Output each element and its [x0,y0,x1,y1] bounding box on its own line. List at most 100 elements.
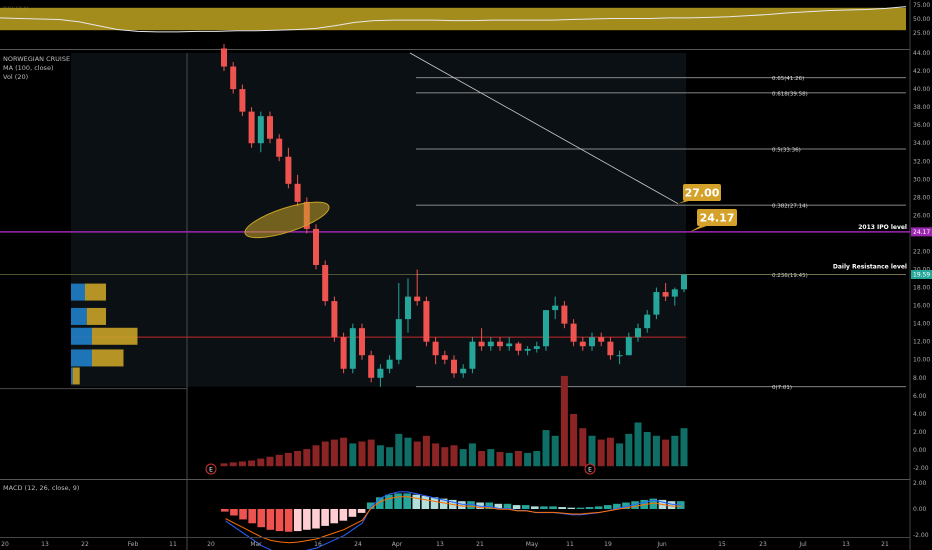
candle-body [368,355,375,378]
earnings-marker [584,463,596,475]
ipo-level-label: 2013 IPO level [858,224,907,231]
macd-histogram-bar [421,496,430,509]
candle-body [267,116,273,139]
macd-histogram-bar [549,506,557,509]
volume-bar [662,439,670,467]
candle-body [230,66,237,90]
candle-body [248,111,255,144]
price-tick-label: 40.00 [913,86,930,93]
volume-bar [275,454,283,467]
fib-label: 0.5(33.36) [772,147,801,153]
macd-histogram-bar [613,503,621,509]
time-axis-label: Jun [656,541,667,548]
candle-body [386,359,393,369]
macd-histogram-bar [585,507,594,509]
macd-histogram-bar [676,501,685,509]
candle-body [423,301,430,342]
volume-bar [294,450,302,467]
candle-body [616,355,623,357]
price-tick-label: 6.00 [913,393,927,400]
trend-line [409,52,679,205]
callout-24-pointer [690,223,715,232]
time-axis-label: Apr [392,541,403,548]
volume-bar [542,430,550,467]
candle-body [515,343,522,351]
callout-24-text: 24.17 [700,212,735,225]
callout-27 [683,184,721,201]
macd-histogram-bar [622,502,630,509]
time-axis-label: 21 [881,541,889,548]
macd-histogram-bar [257,509,266,528]
callout-24 [697,209,737,226]
volume-bar [616,443,624,467]
price-tick-label: -2.00 [913,465,929,472]
volume-bar [386,447,394,467]
time-axis-label: 11 [169,541,177,548]
price-tick-label: 28.00 [913,194,930,201]
candle-body [414,296,421,302]
current-price-tag-text: 19.59 [913,271,930,278]
volume-bar [220,463,228,467]
price-tick-label: 8.00 [913,375,927,382]
candle-body [221,48,227,67]
macd-histogram-bar [521,505,530,509]
time-axis-label: 13 [436,541,444,548]
candle-body [294,183,301,202]
rsi-tick-label: 25.00 [913,30,930,37]
volume-profile-down [92,327,138,345]
macd-histogram-bar [275,509,284,532]
time-axis-label: Feb [128,541,139,548]
volume-bar [652,435,660,467]
volume-profile-up [71,307,87,325]
volume-bar [340,437,348,467]
time-axis-label: 11 [566,541,574,548]
volume-profile-down [85,283,106,301]
price-tick-label: 32.00 [913,158,930,165]
candle-body [497,341,503,347]
candle-body [478,341,485,347]
volume-bar [441,447,449,467]
candle-body [313,228,319,266]
candle-body [644,314,651,329]
volume-bar [579,428,587,467]
macd-histogram-bar [631,501,639,509]
volume-bar [570,413,578,467]
time-axis-label: 22 [81,541,89,548]
macd-histogram-bar [348,509,357,517]
callout-27-text: 27.00 [685,187,720,200]
volume-bar [468,443,476,467]
volume-bar [321,441,329,467]
candle-body [331,301,338,338]
volume-profile-down [72,367,80,385]
macd-histogram-bar [439,498,448,509]
candle-body [533,346,540,349]
ipo-price-tag [911,227,932,237]
macd-histogram-bar [667,501,676,509]
time-axis-label: 23 [759,541,767,548]
volume-bar [395,433,403,467]
candle-body [543,310,549,347]
price-tick-label: 38.00 [913,104,930,111]
volume-bar [524,452,532,467]
candle-body [607,341,614,356]
volume-profile-down [92,349,124,367]
volume-bar [248,460,256,467]
macd-histogram-bar [293,509,302,532]
time-axis-label: 13 [41,541,49,548]
macd-histogram-bar [594,506,603,509]
time-axis-label: 16 [314,541,322,548]
candle-body [276,138,283,157]
daily-resistance-label: Daily Resistance level [833,263,907,270]
macd-histogram-bar [494,503,503,509]
volume-bar [597,439,605,467]
volume-bar [450,445,458,467]
candle-body [377,368,384,378]
volume-bar [560,375,568,467]
volume-bar [257,458,265,467]
volume-bar [625,433,633,467]
volume-bar [413,441,421,467]
candle-body [405,296,411,320]
candle-body [487,341,494,347]
price-tick-label: 14.00 [913,321,930,328]
